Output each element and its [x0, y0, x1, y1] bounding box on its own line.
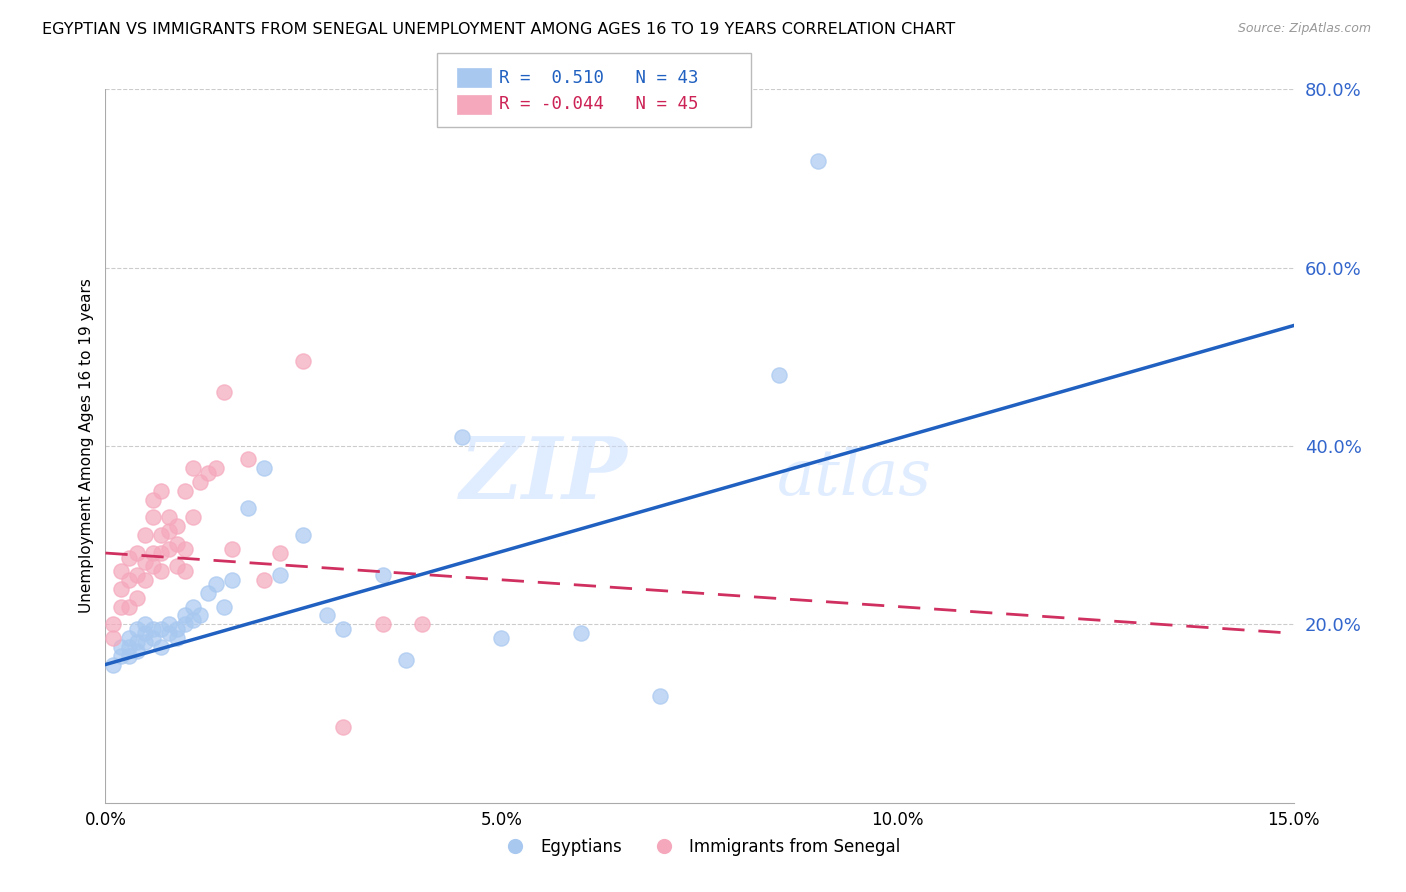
Point [118, 573, 141, 587]
Point [236, 452, 259, 467]
Point [134, 528, 156, 542]
Text: EGYPTIAN VS IMMIGRANTS FROM SENEGAL UNEMPLOYMENT AMONG AGES 16 TO 19 YEARS CORRE: EGYPTIAN VS IMMIGRANTS FROM SENEGAL UNEM… [42, 22, 956, 37]
Text: ZIP: ZIP [460, 433, 628, 516]
Point [214, 385, 236, 400]
Point [173, 483, 195, 498]
Point [411, 617, 433, 632]
Point [332, 622, 354, 636]
Point [269, 546, 291, 560]
Point [142, 559, 165, 574]
Point [166, 537, 188, 551]
Point [395, 653, 418, 667]
Legend: Egyptians, Immigrants from Senegal: Egyptians, Immigrants from Senegal [492, 831, 907, 863]
Point [134, 555, 156, 569]
Point [127, 635, 149, 649]
Y-axis label: Unemployment Among Ages 16 to 19 years: Unemployment Among Ages 16 to 19 years [79, 278, 94, 614]
Point [149, 546, 172, 560]
Point [103, 617, 125, 632]
Point [181, 510, 204, 524]
Point [118, 648, 141, 663]
Point [110, 582, 132, 596]
Point [149, 528, 172, 542]
Point [205, 461, 228, 475]
Point [166, 519, 188, 533]
Point [205, 577, 228, 591]
Point [236, 501, 259, 516]
Point [569, 626, 592, 640]
Point [110, 564, 132, 578]
Point [173, 564, 195, 578]
Point [253, 461, 276, 475]
Point [142, 510, 165, 524]
Text: atlas: atlas [776, 447, 932, 509]
Point [103, 657, 125, 672]
Point [118, 550, 141, 565]
Point [648, 689, 671, 703]
Point [253, 573, 276, 587]
Point [197, 466, 219, 480]
Point [450, 430, 472, 444]
Point [190, 608, 212, 623]
Point [157, 626, 180, 640]
Point [157, 541, 180, 556]
Point [292, 528, 315, 542]
Point [214, 599, 236, 614]
Point [127, 568, 149, 582]
Point [371, 568, 394, 582]
Point [157, 524, 180, 538]
Point [149, 640, 172, 654]
Point [127, 546, 149, 560]
Point [371, 617, 394, 632]
Point [142, 492, 165, 507]
Point [181, 613, 204, 627]
Point [768, 368, 790, 382]
Point [134, 617, 156, 632]
Point [197, 586, 219, 600]
Point [316, 608, 339, 623]
Point [269, 568, 291, 582]
Point [157, 510, 180, 524]
Point [807, 153, 830, 168]
Point [166, 622, 188, 636]
Point [127, 622, 149, 636]
Point [157, 617, 180, 632]
Point [149, 483, 172, 498]
Point [149, 622, 172, 636]
Point [332, 720, 354, 734]
Point [173, 608, 195, 623]
Point [142, 546, 165, 560]
Text: Source: ZipAtlas.com: Source: ZipAtlas.com [1237, 22, 1371, 36]
Point [110, 599, 132, 614]
Point [118, 631, 141, 645]
Point [142, 631, 165, 645]
Point [292, 354, 315, 368]
Point [118, 599, 141, 614]
Point [491, 631, 513, 645]
Text: R =  0.510   N = 43: R = 0.510 N = 43 [499, 69, 699, 87]
Point [221, 541, 243, 556]
Point [110, 648, 132, 663]
Point [190, 475, 212, 489]
Point [134, 573, 156, 587]
Point [149, 564, 172, 578]
Point [142, 622, 165, 636]
Point [166, 631, 188, 645]
Text: R = -0.044   N = 45: R = -0.044 N = 45 [499, 95, 699, 113]
Point [134, 626, 156, 640]
Point [127, 644, 149, 658]
Point [134, 635, 156, 649]
Point [173, 541, 195, 556]
Point [127, 591, 149, 605]
Point [221, 573, 243, 587]
Point [110, 640, 132, 654]
Point [181, 461, 204, 475]
Point [181, 599, 204, 614]
Point [173, 617, 195, 632]
Point [166, 559, 188, 574]
Point [103, 631, 125, 645]
Point [118, 640, 141, 654]
